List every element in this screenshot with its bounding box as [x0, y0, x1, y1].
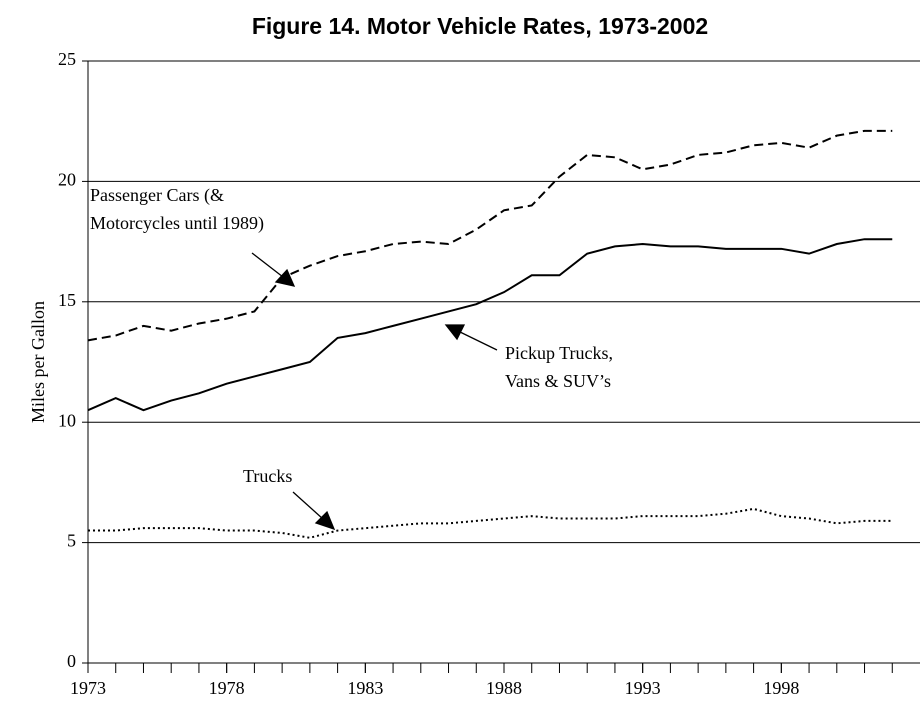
arrow	[292, 491, 324, 520]
x-tick-label: 1973	[70, 678, 106, 698]
x-tick-label: 1988	[486, 678, 522, 698]
y-tick-label: 5	[67, 531, 76, 551]
y-tick-label: 15	[58, 290, 76, 310]
series-line	[88, 507, 893, 539]
arrow-head	[444, 324, 466, 341]
x-tick-label: 1978	[209, 678, 245, 698]
annotation: Passenger Cars (&	[90, 185, 224, 206]
annotation: Pickup Trucks,	[505, 343, 613, 363]
x-tick-label: 1993	[625, 678, 661, 698]
annotation: Motorcycles until 1989)	[90, 213, 264, 234]
x-tick-label: 1983	[347, 678, 383, 698]
annotation: Trucks	[243, 466, 292, 486]
arrow	[251, 252, 284, 278]
chart-title: Figure 14. Motor Vehicle Rates, 1973-200…	[252, 13, 708, 39]
series-line	[87, 238, 893, 412]
y-axis-label: Miles per Gallon	[28, 301, 48, 423]
x-tick-label: 1998	[763, 678, 799, 698]
annotation-arrows	[251, 252, 498, 531]
y-tick-label: 25	[58, 49, 76, 69]
y-tick-label: 10	[58, 410, 76, 430]
y-tick-label: 0	[67, 651, 76, 671]
annotation: Vans & SUV’s	[505, 371, 611, 391]
arrow-head	[274, 268, 296, 287]
y-tick-label: 20	[58, 170, 76, 190]
series-line	[87, 129, 893, 342]
arrow	[457, 330, 498, 351]
arrow-head	[314, 510, 336, 531]
